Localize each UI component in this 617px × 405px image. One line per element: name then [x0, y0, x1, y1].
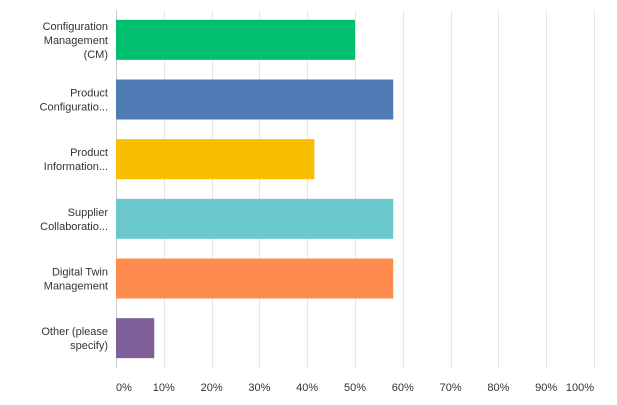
category-label: Product Configuratio...	[40, 88, 108, 114]
bar[interactable]	[116, 79, 394, 120]
category-labels: Configuration Management (CM) Product Config…	[40, 21, 109, 352]
bar[interactable]	[116, 318, 155, 359]
category-label: Other (please specify)	[41, 326, 108, 352]
bars	[116, 19, 394, 359]
category-label: Product Information...	[44, 147, 108, 173]
x-tick-label: 70%	[440, 382, 462, 394]
gridlines	[116, 10, 595, 368]
x-tick-label: 40%	[296, 382, 318, 394]
bar[interactable]	[116, 258, 394, 299]
bar[interactable]	[116, 198, 394, 239]
x-tick-label: 90%	[535, 382, 557, 394]
bar[interactable]	[116, 139, 315, 180]
x-tick-label: 0%	[116, 382, 132, 394]
x-axis-tick-labels: 0% 10% 20% 30% 40% 50% 60% 70% 80% 90% 100%	[116, 382, 594, 394]
x-tick-label: 50%	[344, 382, 366, 394]
bar[interactable]	[116, 19, 355, 60]
x-tick-label: 20%	[201, 382, 223, 394]
x-tick-label: 80%	[487, 382, 509, 394]
x-tick-label: 10%	[153, 382, 175, 394]
category-label: Configuration Management (CM)	[43, 21, 108, 61]
x-tick-label: 100%	[566, 382, 594, 394]
x-tick-label: 30%	[248, 382, 270, 394]
category-label: Digital Twin Management	[44, 267, 108, 293]
x-tick-label: 60%	[392, 382, 414, 394]
category-label: Supplier Collaboratio...	[40, 207, 108, 233]
